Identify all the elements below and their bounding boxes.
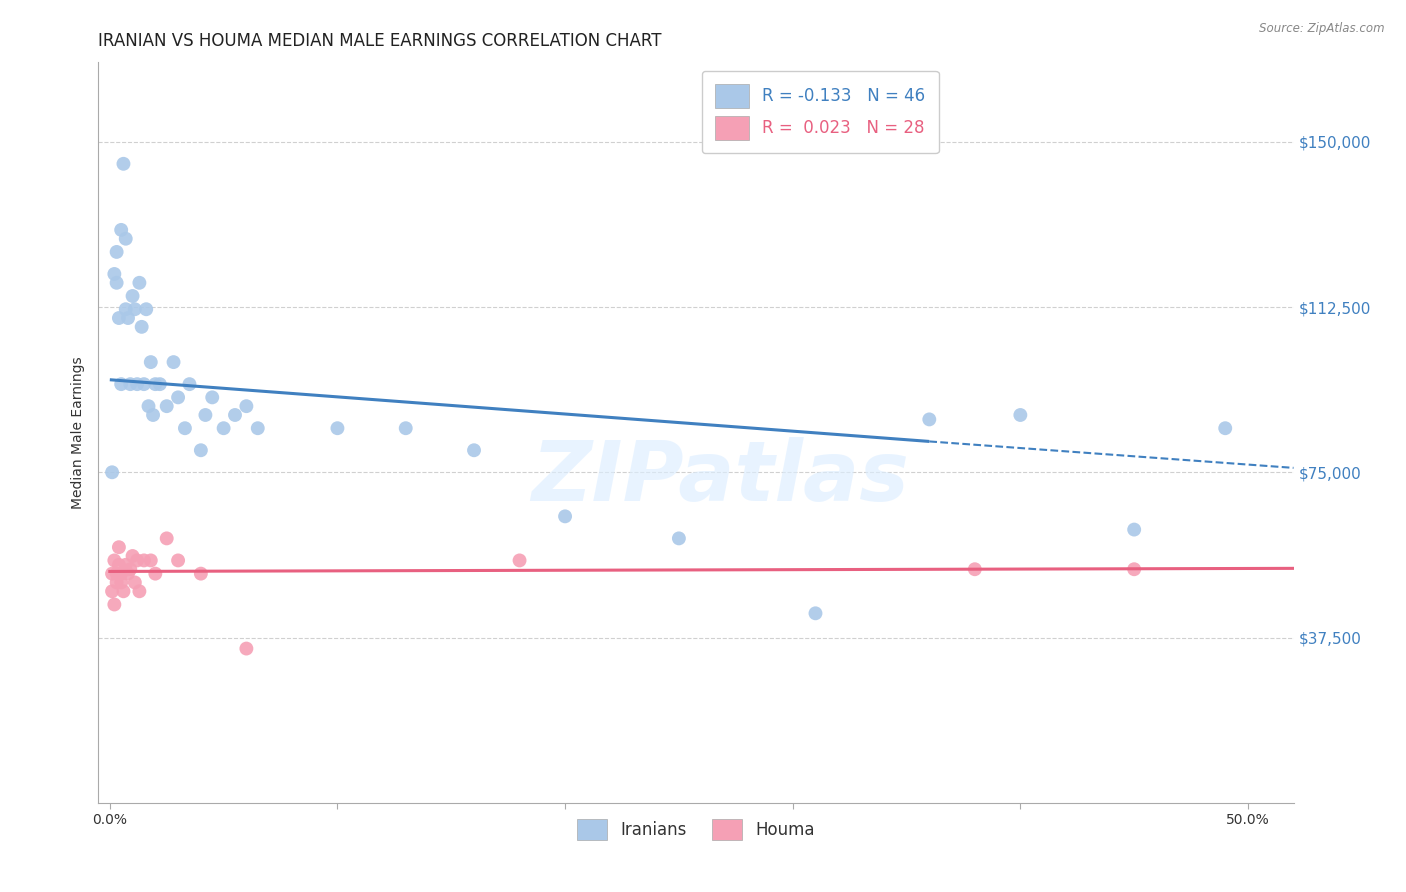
Point [127, 553, 149, 567]
Point [120, 562, 142, 576]
Point [1123, 562, 1146, 576]
Point [105, 575, 128, 590]
Point [112, 584, 135, 599]
Point [143, 377, 166, 392]
Point [142, 408, 165, 422]
Point [235, 641, 257, 656]
Point [156, 532, 179, 546]
Point [114, 558, 136, 572]
Point [128, 584, 150, 599]
Point [1213, 421, 1236, 435]
Point [128, 276, 150, 290]
Legend: Iranians, Houma: Iranians, Houma [571, 813, 821, 847]
Point [131, 319, 153, 334]
Point [1010, 408, 1032, 422]
Point [156, 399, 179, 413]
Point [112, 157, 135, 171]
Point [395, 421, 418, 435]
Point [110, 575, 132, 590]
Point [132, 377, 155, 392]
Point [167, 553, 190, 567]
Point [117, 566, 139, 581]
Point [149, 377, 172, 392]
Point [101, 566, 124, 581]
Point [509, 553, 531, 567]
Point [127, 377, 149, 392]
Point [179, 377, 201, 392]
Point [135, 302, 157, 317]
Point [103, 267, 125, 281]
Point [105, 244, 128, 259]
Point [326, 421, 349, 435]
Point [174, 421, 197, 435]
Point [132, 553, 155, 567]
Point [963, 562, 986, 576]
Point [121, 289, 143, 303]
Point [918, 412, 941, 426]
Point [1123, 523, 1146, 537]
Point [114, 302, 136, 317]
Point [117, 311, 139, 326]
Point [110, 377, 132, 392]
Point [554, 509, 576, 524]
Point [105, 276, 128, 290]
Point [190, 443, 212, 458]
Point [139, 355, 162, 369]
Y-axis label: Median Male Earnings: Median Male Earnings [72, 356, 86, 509]
Point [101, 584, 124, 599]
Point [138, 399, 160, 413]
Point [668, 532, 690, 546]
Text: ZIPatlas: ZIPatlas [531, 436, 908, 517]
Point [121, 549, 143, 563]
Text: IRANIAN VS HOUMA MEDIAN MALE EARNINGS CORRELATION CHART: IRANIAN VS HOUMA MEDIAN MALE EARNINGS CO… [98, 32, 662, 50]
Point [235, 399, 257, 413]
Point [190, 566, 212, 581]
Point [804, 607, 827, 621]
Point [114, 232, 136, 246]
Point [124, 302, 146, 317]
Point [167, 390, 190, 404]
Point [101, 465, 124, 479]
Point [201, 390, 224, 404]
Point [108, 540, 131, 554]
Point [212, 421, 235, 435]
Point [463, 443, 485, 458]
Point [105, 566, 128, 581]
Point [103, 553, 125, 567]
Point [103, 598, 125, 612]
Point [110, 223, 132, 237]
Text: Source: ZipAtlas.com: Source: ZipAtlas.com [1260, 22, 1385, 36]
Point [108, 311, 131, 326]
Point [143, 566, 166, 581]
Point [224, 408, 246, 422]
Point [120, 377, 142, 392]
Point [194, 408, 217, 422]
Point [124, 575, 146, 590]
Point [246, 421, 269, 435]
Point [162, 355, 184, 369]
Point [110, 566, 132, 581]
Point [139, 553, 162, 567]
Point [108, 558, 131, 572]
